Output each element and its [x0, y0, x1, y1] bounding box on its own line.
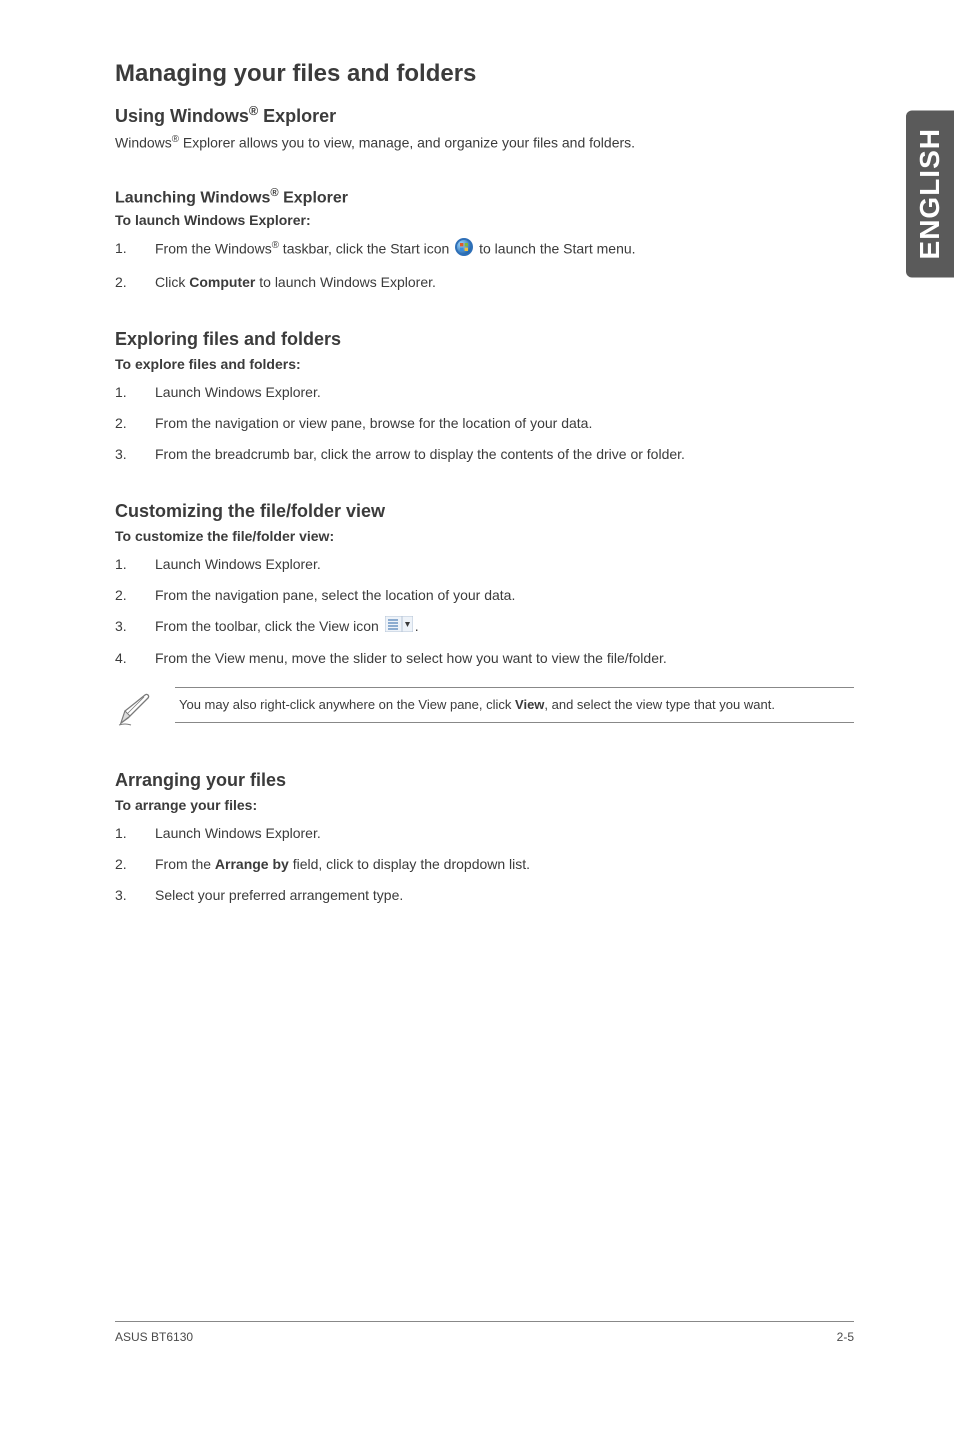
page-footer: ASUS BT6130 2-5: [115, 1321, 854, 1344]
start-icon: [455, 238, 473, 262]
reg-mark: ®: [172, 134, 179, 145]
section4-steps: 1. Launch Windows Explorer. 2. From the …: [115, 823, 854, 906]
list-item: 2. From the navigation or view pane, bro…: [115, 413, 854, 434]
section1-steps: 1. From the Windows® taskbar, click the …: [115, 238, 854, 293]
step-number: 2.: [115, 585, 155, 606]
section-using-explorer: Using Windows® Explorer Windows® Explore…: [115, 104, 854, 293]
section1-instruction: To launch Windows Explorer:: [115, 212, 854, 228]
view-icon: [385, 616, 413, 638]
step-text: From the Windows® taskbar, click the Sta…: [155, 238, 854, 262]
step-text: From the navigation pane, select the loc…: [155, 585, 854, 606]
list-item: 2. From the navigation pane, select the …: [115, 585, 854, 606]
list-item: 3. Select your preferred arrangement typ…: [115, 885, 854, 906]
footer-right: 2-5: [837, 1330, 854, 1344]
note-text: You may also right-click anywhere on the…: [175, 687, 854, 723]
list-item: 2. Click Computer to launch Windows Expl…: [115, 272, 854, 293]
pencil-icon: [115, 687, 175, 734]
section-customizing: Customizing the file/folder view To cust…: [115, 501, 854, 734]
reg-mark: ®: [272, 240, 279, 251]
step-number: 1.: [115, 554, 155, 575]
page-title: Managing your files and folders: [115, 60, 854, 88]
step-number: 1.: [115, 238, 155, 262]
list-item: 3. From the toolbar, click the View icon: [115, 616, 854, 638]
list-item: 1. Launch Windows Explorer.: [115, 554, 854, 575]
section1-intro: Windows® Explorer allows you to view, ma…: [115, 133, 854, 153]
step-number: 3.: [115, 444, 155, 465]
section4-instruction: To arrange your files:: [115, 797, 854, 813]
step-number: 2.: [115, 854, 155, 875]
list-item: 4. From the View menu, move the slider t…: [115, 648, 854, 669]
h2-post: Explorer: [258, 106, 336, 126]
section2-steps: 1. Launch Windows Explorer. 2. From the …: [115, 382, 854, 465]
step-number: 4.: [115, 648, 155, 669]
step-number: 1.: [115, 382, 155, 403]
list-item: 1. From the Windows® taskbar, click the …: [115, 238, 854, 262]
section3-heading: Customizing the file/folder view: [115, 501, 854, 522]
page: ENGLISH Managing your files and folders …: [0, 0, 954, 1380]
list-item: 2. From the Arrange by field, click to d…: [115, 854, 854, 875]
section-arranging: Arranging your files To arrange your fil…: [115, 770, 854, 906]
section2-instruction: To explore files and folders:: [115, 356, 854, 372]
step-text: Click Computer to launch Windows Explore…: [155, 272, 854, 293]
step-number: 1.: [115, 823, 155, 844]
step-text: From the breadcrumb bar, click the arrow…: [155, 444, 854, 465]
step-text: Select your preferred arrangement type.: [155, 885, 854, 906]
section1-subheading: Launching Windows® Explorer: [115, 187, 854, 207]
language-tab: ENGLISH: [906, 110, 954, 277]
list-item: 3. From the breadcrumb bar, click the ar…: [115, 444, 854, 465]
list-item: 1. Launch Windows Explorer.: [115, 823, 854, 844]
footer-left: ASUS BT6130: [115, 1330, 193, 1344]
section3-steps: 1. Launch Windows Explorer. 2. From the …: [115, 554, 854, 669]
section2-heading: Exploring files and folders: [115, 329, 854, 350]
section1-heading: Using Windows® Explorer: [115, 104, 854, 127]
step-text: Launch Windows Explorer.: [155, 382, 854, 403]
reg-mark: ®: [270, 187, 278, 199]
h2-pre: Using Windows: [115, 106, 249, 126]
section3-instruction: To customize the file/folder view:: [115, 528, 854, 544]
reg-mark: ®: [249, 104, 258, 118]
section-exploring: Exploring files and folders To explore f…: [115, 329, 854, 465]
step-number: 2.: [115, 272, 155, 293]
step-text: Launch Windows Explorer.: [155, 554, 854, 575]
step-text: Launch Windows Explorer.: [155, 823, 854, 844]
step-number: 2.: [115, 413, 155, 434]
step-text: From the Arrange by field, click to disp…: [155, 854, 854, 875]
step-text: From the toolbar, click the View icon .: [155, 616, 854, 638]
step-number: 3.: [115, 616, 155, 638]
step-text: From the navigation or view pane, browse…: [155, 413, 854, 434]
step-text: From the View menu, move the slider to s…: [155, 648, 854, 669]
list-item: 1. Launch Windows Explorer.: [115, 382, 854, 403]
section4-heading: Arranging your files: [115, 770, 854, 791]
step-number: 3.: [115, 885, 155, 906]
note-block: You may also right-click anywhere on the…: [115, 687, 854, 734]
